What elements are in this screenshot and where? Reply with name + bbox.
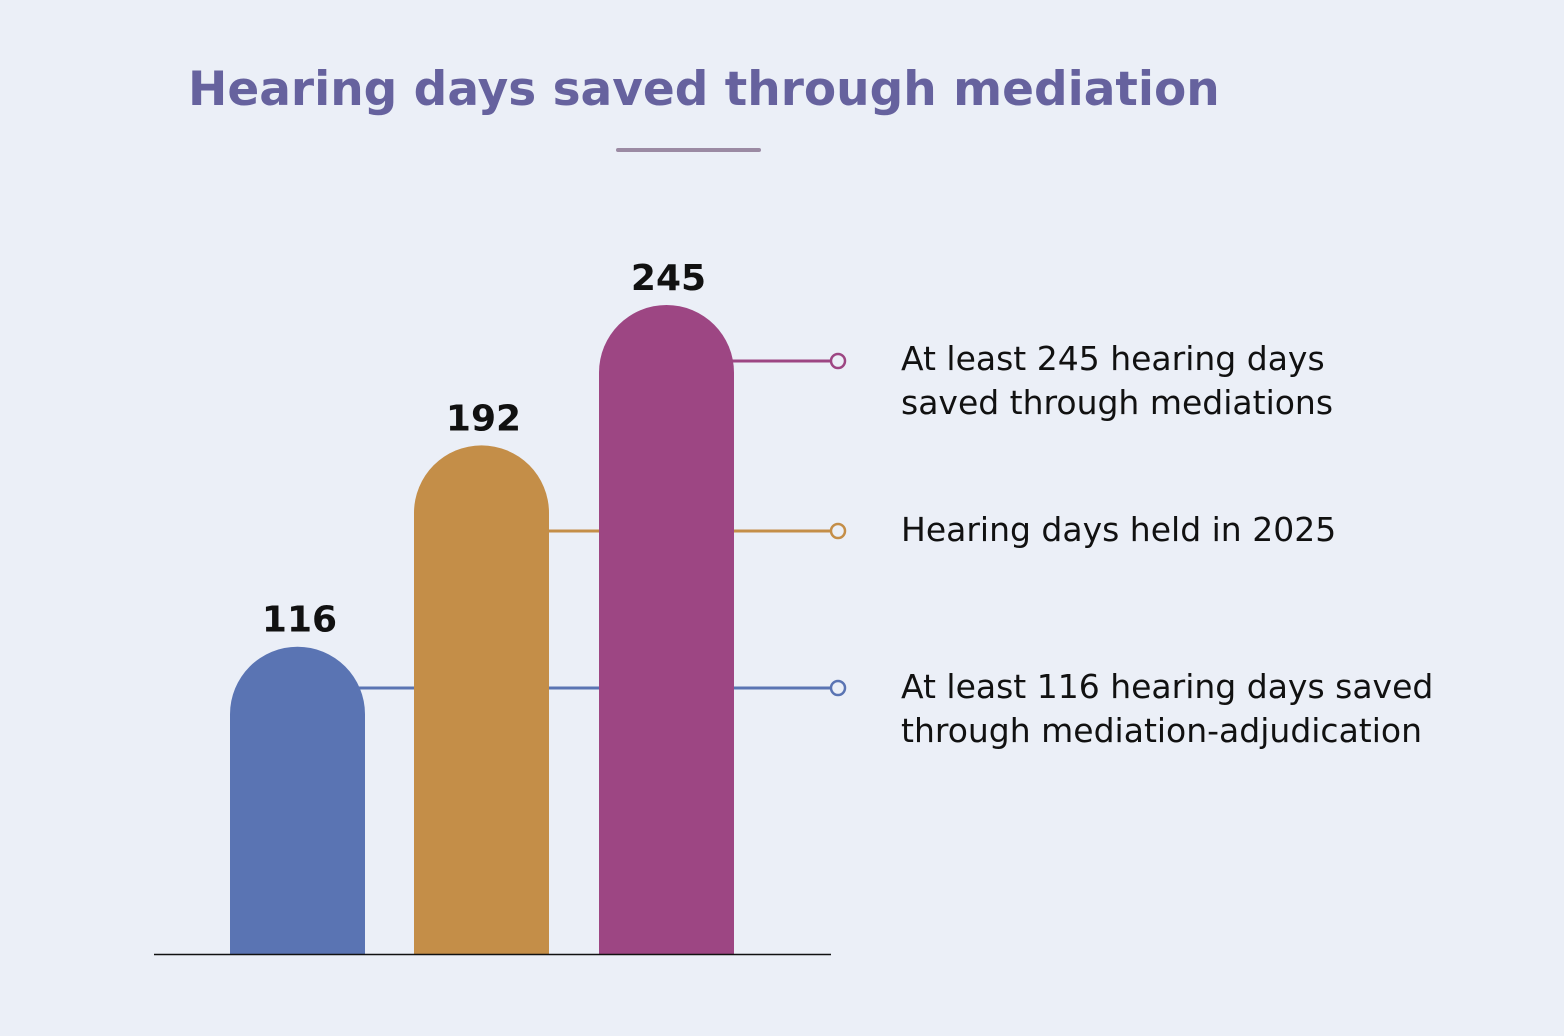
callout-label-2: Hearing days held in 2025 <box>901 508 1336 552</box>
bar-2 <box>414 445 549 954</box>
callout-label-2-line-1: Hearing days held in 2025 <box>901 510 1337 549</box>
leader-marker-3 <box>829 679 847 697</box>
callout-label-1-line-2: saved through mediations <box>901 383 1334 422</box>
bar-value-label-1: 116 <box>262 600 337 641</box>
bar-value-label-3: 245 <box>631 258 706 299</box>
callout-label-1-line-1: At least 245 hearing days <box>901 339 1325 378</box>
title-underline <box>616 148 761 152</box>
callout-label-3-line-1: At least 116 hearing days saved <box>901 667 1434 706</box>
bar-1 <box>230 646 365 954</box>
callout-label-3: At least 116 hearing days saved through … <box>901 665 1433 753</box>
bar-3 <box>599 305 734 954</box>
leader-marker-1 <box>829 352 847 370</box>
bar-value-label-2: 192 <box>446 398 521 439</box>
callout-label-1: At least 245 hearing days saved through … <box>901 337 1333 425</box>
chart-title: Hearing days saved through mediation <box>188 62 1220 117</box>
leader-marker-2 <box>829 522 847 540</box>
callout-label-3-line-2: through mediation-adjudication <box>901 711 1423 750</box>
